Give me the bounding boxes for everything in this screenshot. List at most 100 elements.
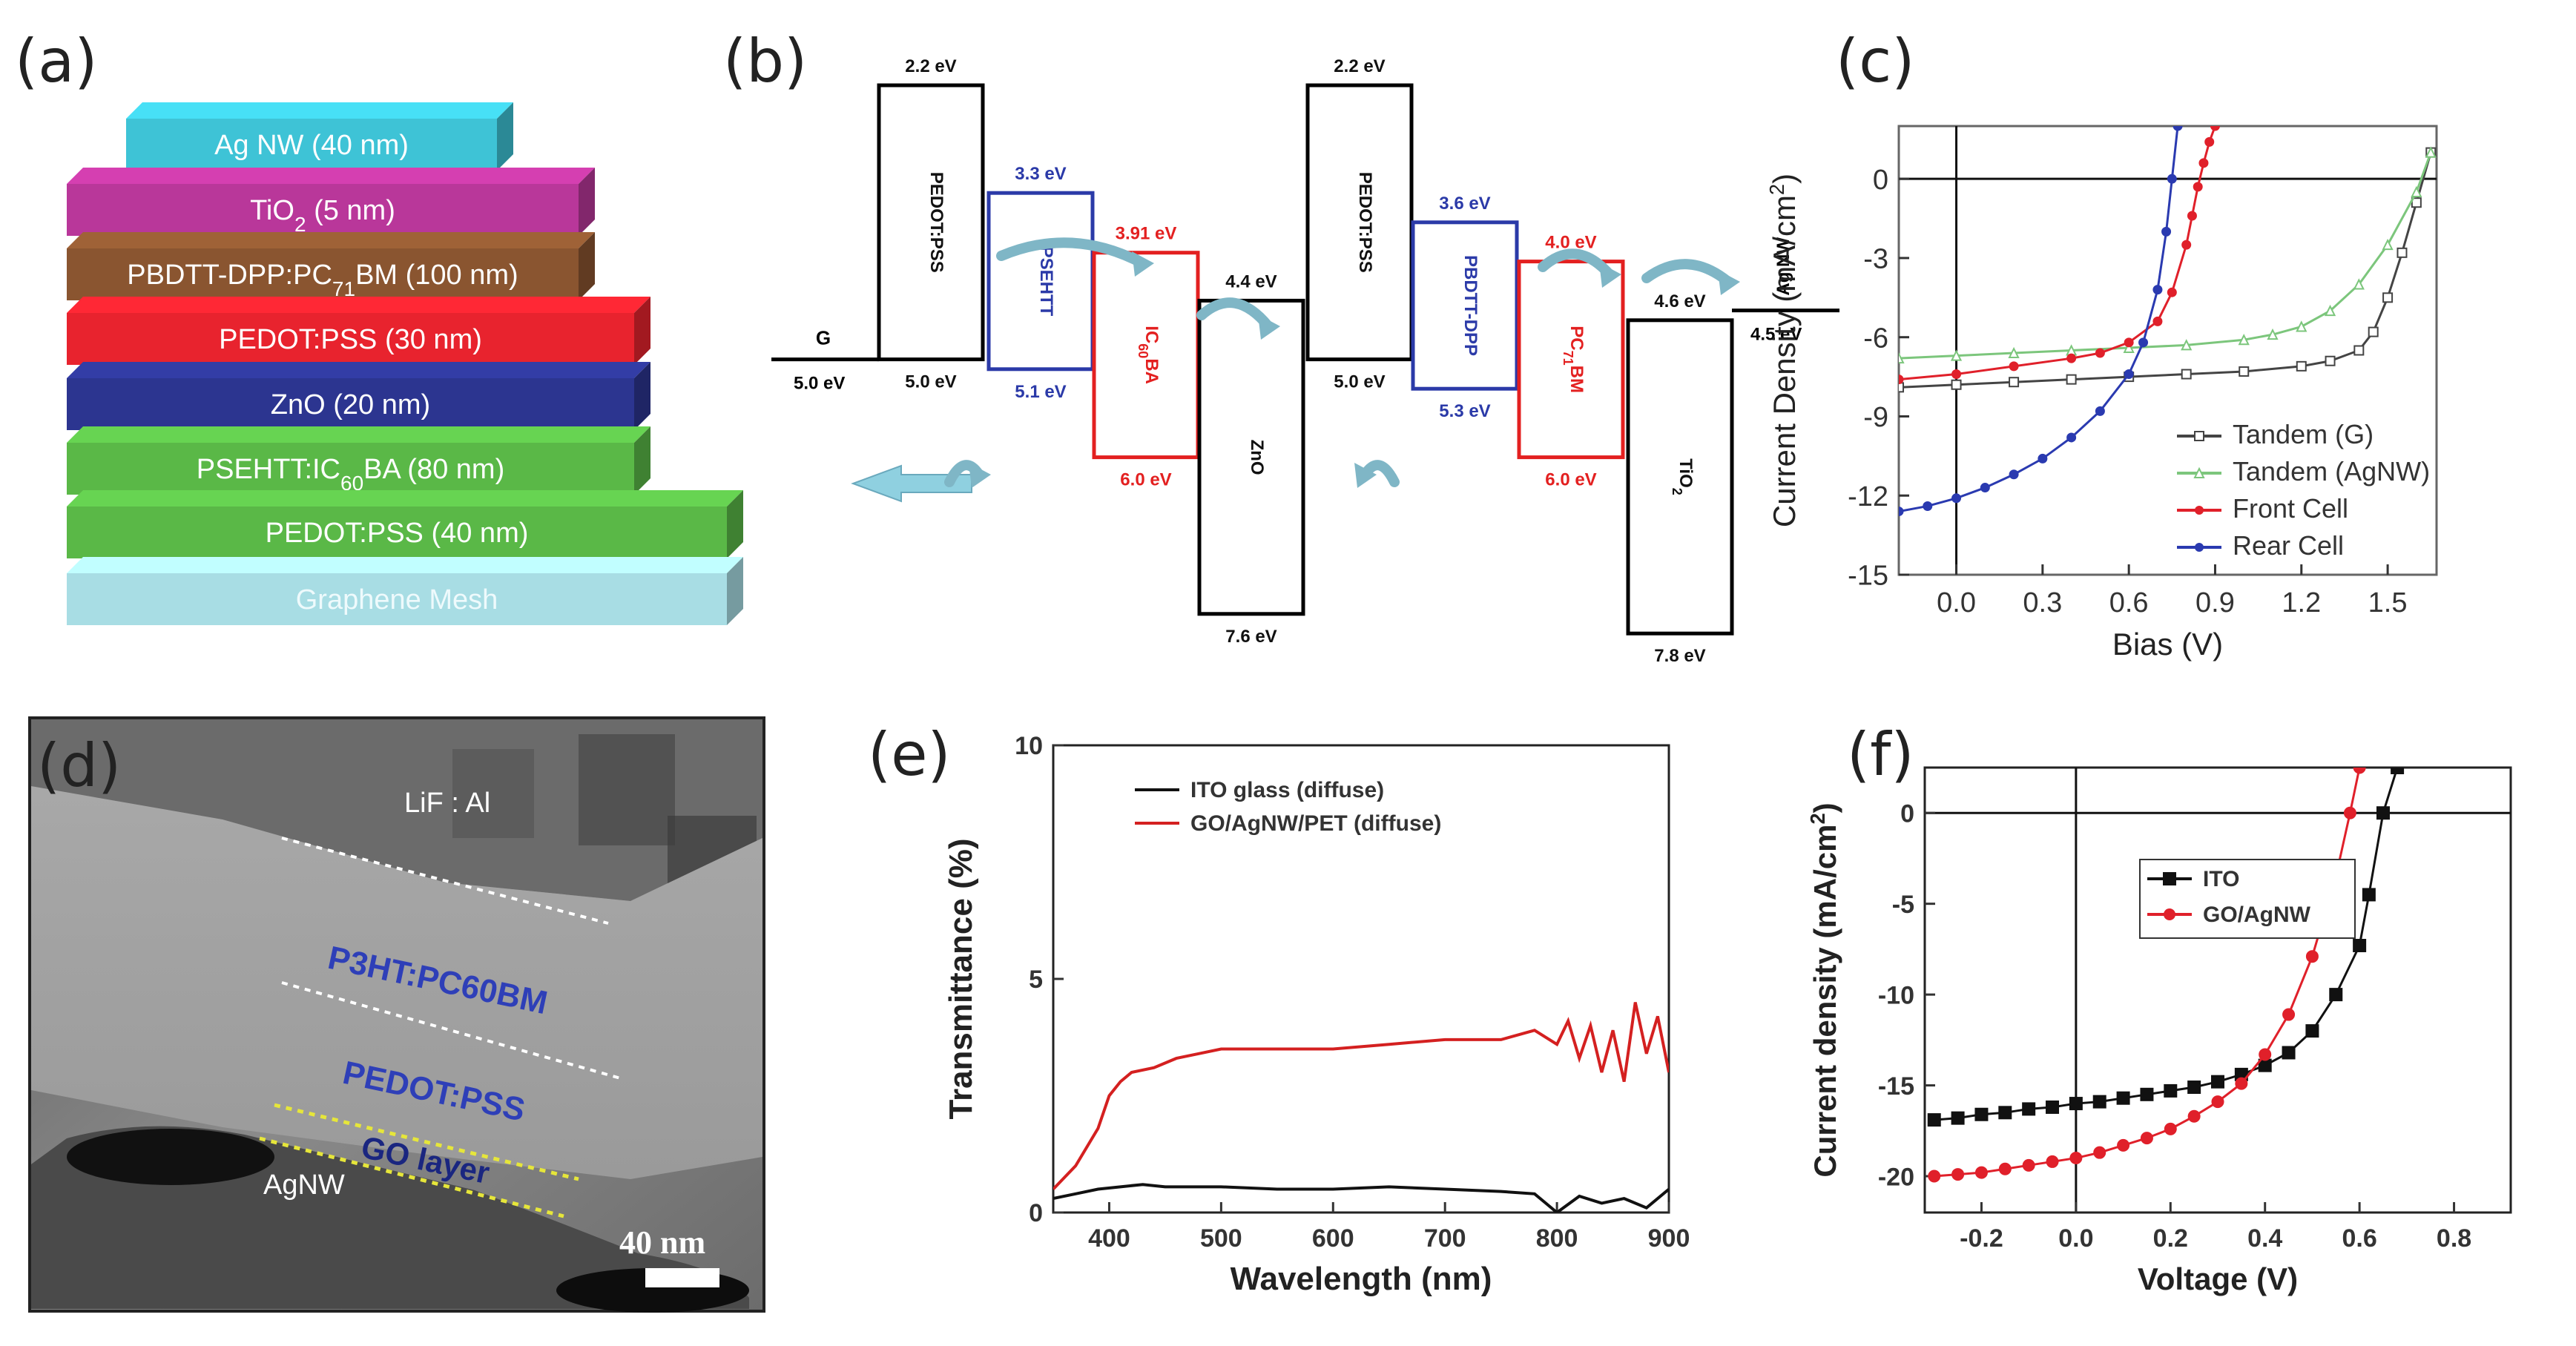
subscript-span: 60 — [1136, 343, 1150, 358]
panel-label-b: (b) — [723, 27, 807, 96]
legend-label: Rear Cell — [2233, 530, 2344, 561]
y-axis-label: Transmittance (%) — [943, 839, 979, 1120]
text-span: PBDTT-DPP — [1460, 255, 1480, 356]
device-stack-diagram: Ag NW (40 nm) TiO2 (5 nm) PBDTT-DPP:PC71BM… — [67, 102, 743, 625]
layer-label: Ag NW (40 nm) — [214, 130, 409, 161]
legend-label: Tandem (G) — [2233, 419, 2374, 449]
subscript-span: 2 — [1670, 488, 1684, 495]
x-tick-label: 0.6 — [2109, 587, 2149, 618]
data-point — [2124, 337, 2134, 348]
text-span: PEDOT:PSS — [926, 172, 946, 273]
text-span: ) — [1767, 174, 1802, 184]
layer-front-face — [67, 573, 727, 625]
layer-side-face — [579, 168, 595, 236]
material-label: ZnO — [1247, 440, 1267, 475]
x-tick-label: 0.0 — [1937, 587, 1976, 618]
data-point — [2093, 1146, 2106, 1159]
superscript-span: 2 — [1806, 813, 1829, 824]
y-axis-label: Current density (mA/cm2) — [1806, 802, 1843, 1177]
y-tick-label: 5 — [1029, 966, 1043, 994]
x-tick-label: 500 — [1200, 1224, 1242, 1253]
energy-bottom-label: 5.0 eV — [1334, 372, 1385, 392]
stack-layer: PBDTT-DPP:PC71BM (100 nm) — [67, 232, 595, 300]
data-point — [2095, 406, 2105, 416]
text-span: ) — [1808, 802, 1842, 813]
data-point — [2069, 1097, 2083, 1111]
series-line — [1899, 152, 2432, 360]
data-point — [2425, 146, 2437, 158]
data-point — [2324, 304, 2336, 317]
text-span: ZnO — [1247, 440, 1267, 475]
stack-layer: TiO2 (5 nm) — [67, 168, 595, 236]
layer-label: PEDOT:PSS (30 nm) — [219, 324, 482, 355]
go-interface-line — [259, 1136, 564, 1218]
layer-top-face — [67, 168, 595, 184]
data-point — [2009, 361, 2019, 372]
data-point — [2116, 1091, 2130, 1105]
layer-front-face — [67, 378, 634, 430]
text-span: Graphene Mesh — [296, 584, 498, 616]
text-span: BM — [1567, 366, 1587, 393]
layer-top-face — [67, 490, 743, 507]
data-point — [2022, 1102, 2036, 1116]
panel-label-e: (e) — [868, 720, 951, 789]
energy-block — [1197, 298, 1305, 616]
energy-top-label: 3.3 eV — [1015, 164, 1066, 184]
energy-top-label: 4.4 eV — [1225, 271, 1277, 291]
data-point — [2009, 377, 2020, 388]
data-point — [2282, 1008, 2296, 1021]
layer-label: PBDTT-DPP:PC71BM (100 nm) — [127, 260, 518, 300]
data-point — [1927, 1113, 1941, 1127]
layer-side-face — [579, 232, 595, 300]
layer-top-face — [67, 426, 650, 443]
jv-tandem-chart: 0.0 0.3 0.6 0.9 1.2 1.5 0 -3 -6 -9 -12 -15 Bias (V) C… — [1765, 125, 2438, 662]
data-point — [2239, 366, 2250, 377]
text-span: PSEHTT:IC — [197, 454, 340, 485]
material-label: PSEHTT — [1036, 246, 1056, 317]
x-tick-label: 800 — [1536, 1224, 1578, 1253]
data-point — [2164, 1122, 2177, 1135]
go-interface-line — [274, 1103, 579, 1181]
scale-bar — [645, 1268, 719, 1287]
data-point — [2046, 1100, 2060, 1114]
x-tick-label: 0.8 — [2437, 1224, 2471, 1253]
data-point — [1950, 349, 1963, 361]
x-tick-label: 1.5 — [2368, 587, 2408, 618]
energy-bottom-label: 5.3 eV — [1439, 401, 1490, 421]
panel-label-c: (c) — [1836, 27, 1914, 96]
energy-top-label: 3.91 eV — [1116, 224, 1177, 244]
data-point — [2038, 453, 2048, 463]
data-point — [2259, 1048, 2272, 1061]
transmittance-chart: 400 500 600 700 800 900 0 5 10 Wavelength (nm) Tra… — [943, 732, 1690, 1297]
panel-label-d: (d) — [37, 731, 121, 800]
layer-front-face — [67, 184, 579, 236]
text-span: PC — [1567, 326, 1587, 350]
data-point — [2181, 369, 2192, 380]
data-point — [2305, 950, 2319, 963]
charge-transfer-arrowhead — [969, 463, 991, 488]
data-point — [2305, 1024, 2319, 1038]
graphene-value: 5.0 eV — [794, 374, 845, 394]
data-point — [2181, 240, 2192, 250]
data-point — [2187, 1109, 2201, 1123]
x-tick-label: 0.3 — [2023, 587, 2062, 618]
data-point — [2362, 888, 2376, 902]
series-line — [1934, 768, 2361, 1178]
material-label: TiO2 — [1670, 458, 1696, 495]
tem-grain — [452, 749, 534, 838]
material-label: IC60BA — [1136, 326, 1162, 384]
legend-label: ITO — [2203, 867, 2239, 891]
data-point — [1899, 352, 1905, 364]
text-span: PEDOT:PSS (40 nm) — [266, 518, 529, 549]
data-point — [2368, 326, 2379, 337]
data-point — [1928, 1169, 1941, 1183]
jv-ito-agnw-chart: -0.2 0.0 0.2 0.4 0.6 0.8 0 -5 -10 -15 -20 Voltage (… — [1806, 766, 2512, 1296]
plot-frame — [1923, 766, 2512, 1214]
charge-transfer-arrow — [1641, 259, 1733, 287]
data-point — [1980, 483, 1990, 493]
subscript-span: 2 — [294, 213, 306, 236]
agnw-value: 4.5 eV — [1750, 325, 1802, 345]
data-point — [2353, 768, 2366, 774]
y-tick-label: -10 — [1878, 981, 1914, 1009]
x-tick-label: 0.9 — [2195, 587, 2235, 618]
